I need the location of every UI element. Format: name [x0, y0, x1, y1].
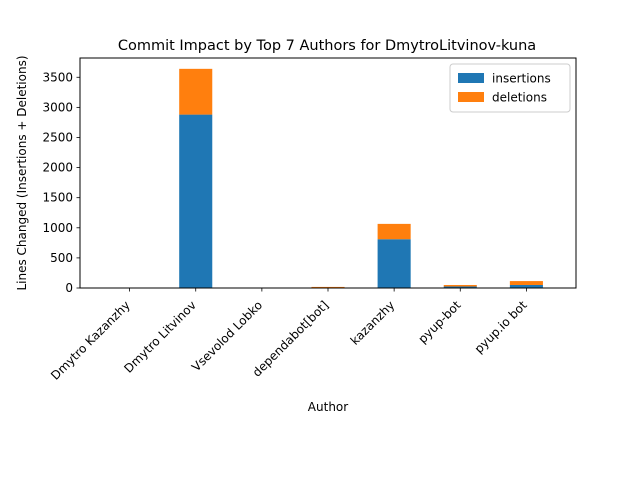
y-tick-label-3: 1500 [42, 191, 73, 205]
chart-title: Commit Impact by Top 7 Authors for Dmytr… [118, 38, 536, 54]
bar-deletions-3 [311, 286, 345, 288]
bar-deletions-1 [179, 68, 213, 115]
legend: insertions deletions [449, 63, 571, 113]
x-tick-label-5: pyup-bot [416, 298, 464, 346]
y-tick-label-1: 500 [50, 251, 73, 265]
x-axis-title: Author [308, 400, 348, 414]
legend-swatch-deletions [458, 92, 484, 102]
bar-insertions-4 [377, 239, 411, 288]
x-tick-label-1: Dmytro Litvinov [121, 298, 199, 376]
y-tick-label-2: 1000 [42, 221, 73, 235]
x-tick-label-6: pyup.io bot [472, 298, 530, 356]
legend-label-insertions: insertions [492, 72, 551, 86]
bar-insertions-1 [179, 114, 213, 288]
bar-deletions-4 [377, 223, 411, 240]
legend-label-deletions: deletions [492, 91, 547, 105]
bar-deletions-5 [443, 284, 477, 287]
x-tick-label-4: kazanzhy [348, 298, 398, 348]
bar-deletions-6 [509, 281, 543, 285]
legend-swatch-insertions [458, 73, 484, 83]
y-tick-label-4: 2000 [42, 161, 73, 175]
bars-group [113, 68, 543, 288]
x-tick-label-0: Dmytro Kazanzhy [48, 298, 133, 383]
y-tick-label-6: 3000 [42, 100, 73, 114]
bar-insertions-5 [443, 286, 477, 288]
y-tick-label-0: 0 [65, 281, 73, 295]
x-tick-label-2: Vsevolod Lobko [189, 298, 265, 374]
y-tick-label-7: 3500 [42, 70, 73, 84]
y-axis-title: Lines Changed (Insertions + Deletions) [15, 55, 29, 290]
y-tick-label-5: 2500 [42, 130, 73, 144]
y-axis: 0 500 1000 1500 2000 2500 3000 3500 [42, 70, 80, 295]
bar-insertions-6 [509, 284, 543, 288]
